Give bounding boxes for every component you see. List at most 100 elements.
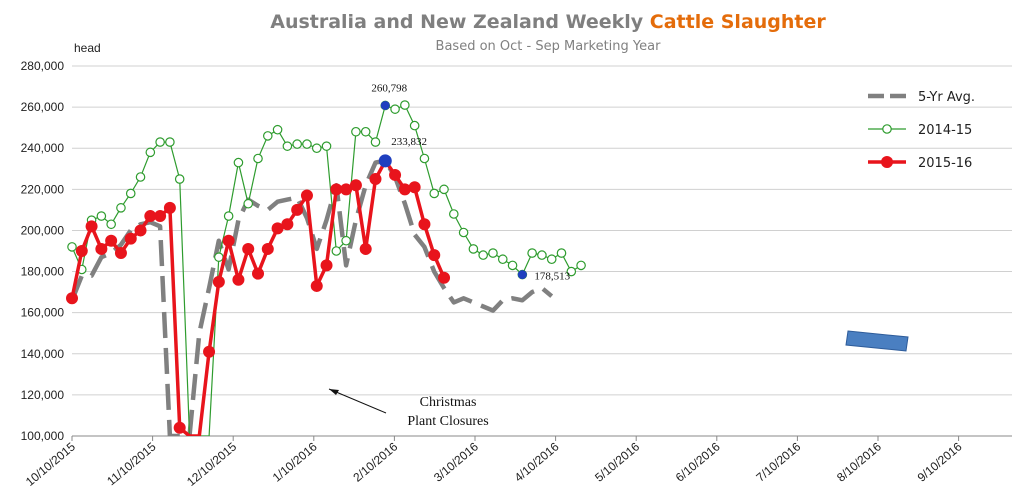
point-2014-15 (292, 139, 302, 149)
point-2015-16 (144, 210, 157, 223)
series-5-Yr Avg. (69, 158, 554, 436)
x-tick-label: 10/10/2015 (23, 439, 78, 489)
annotation: Christmas Plant Closures (328, 388, 489, 429)
annotation-arrowhead (329, 389, 339, 395)
point-2015-16 (173, 421, 186, 434)
chart-title-part2: Cattle Slaughter (650, 11, 827, 33)
point-2015-16 (75, 245, 88, 257)
x-tick-label: 4/10/2016 (512, 439, 562, 484)
point-2014-15 (155, 137, 165, 147)
point-2015-16 (418, 218, 431, 231)
y-tick-label: 220,000 (21, 182, 65, 196)
point-2015-16 (428, 249, 441, 262)
point-2014-15 (537, 250, 547, 260)
point-2015-16 (438, 271, 451, 284)
point-2014-15 (419, 153, 430, 164)
point-2014-15 (370, 137, 381, 147)
x-tick-label: 12/10/2015 (184, 439, 239, 489)
annotation-arrow (328, 388, 387, 414)
point-2014-15 (507, 260, 518, 271)
point-2015-16 (359, 242, 372, 255)
annotation-line2: Plant Closures (407, 414, 488, 429)
point-2015-16 (66, 292, 78, 305)
y-axis-ticks: 100,000 120,000 140,000 160,000 180,000 200,0… (21, 59, 65, 443)
point-2015-16 (124, 232, 137, 245)
point-2015-16 (203, 345, 216, 358)
point-2014-15 (497, 254, 508, 265)
point-2015-16 (310, 279, 323, 292)
point-2015-16 (105, 234, 118, 247)
y-tick-label: 100,000 (21, 429, 65, 443)
legend-label: 2014-15 (918, 123, 972, 138)
y-tick-label: 120,000 (21, 388, 65, 402)
point-2014-15 (311, 143, 322, 154)
x-tick-label: 11/10/2015 (104, 439, 159, 488)
point-2014-15 (527, 248, 537, 258)
highlight-box-shape (845, 330, 909, 352)
point-2015-16 (389, 168, 402, 181)
data-label: 178,513 (534, 271, 570, 283)
point-2014-15 (223, 211, 234, 221)
point-2014-15 (360, 126, 371, 137)
point-2014-15 (106, 219, 116, 230)
series-line-5yr-avg (69, 158, 554, 436)
point-2014-15 (468, 244, 479, 254)
point-2015-16 (114, 247, 127, 260)
series-2014-15 (67, 100, 586, 436)
x-tick-label: 7/10/2016 (753, 439, 803, 484)
x-tick-label: 1/10/2016 (270, 439, 320, 484)
x-axis-ticks: 10/10/2015 11/10/2015 12/10/2015 1/10/2016 2… (23, 436, 965, 489)
point-2014-15 (272, 124, 283, 135)
point-2015-16 (212, 275, 225, 288)
point-2015-16 (369, 173, 382, 186)
point-2015-16 (252, 267, 265, 280)
point-2015-16 (291, 203, 304, 216)
point-2015-16 (85, 220, 98, 233)
point-2014-15 (576, 260, 586, 271)
point-2015-16 (271, 222, 284, 235)
point-2015-16 (281, 218, 294, 231)
point-2014-15 (439, 184, 449, 195)
point-2014-15 (488, 248, 498, 258)
point-2015-16 (95, 242, 108, 255)
y-tick-label: 140,000 (21, 347, 65, 361)
point-2014-15 (321, 141, 332, 151)
point-2014-15 (262, 131, 273, 141)
point-2014-15 (331, 246, 342, 256)
highlight-point (380, 100, 390, 110)
plot-area (66, 100, 586, 436)
legend-item: 2014-15 (868, 123, 972, 138)
gridlines (72, 65, 1012, 437)
legend: 5-Yr Avg. 2014-15 2015-16 (868, 90, 975, 171)
point-2015-16 (261, 242, 274, 255)
point-2014-15 (145, 147, 156, 158)
y-tick-label: 160,000 (21, 306, 65, 320)
point-2014-15 (116, 203, 126, 213)
point-2014-15 (400, 100, 410, 110)
highlight-point (378, 154, 392, 168)
point-2015-16 (320, 259, 333, 272)
point-2015-16 (232, 273, 245, 286)
point-2014-15 (302, 139, 312, 149)
x-tick-label: 9/10/2016 (915, 439, 965, 484)
series-2015-16 (66, 154, 451, 436)
point-2014-15 (449, 209, 459, 219)
point-2014-15 (165, 137, 175, 147)
x-tick-label: 3/10/2016 (431, 439, 481, 484)
point-2014-15 (351, 126, 361, 137)
point-2014-15 (390, 104, 400, 114)
point-2014-15 (458, 227, 469, 238)
y-tick-label: 260,000 (21, 100, 65, 114)
legend-label: 5-Yr Avg. (918, 90, 975, 105)
annotation-line1: Christmas (420, 395, 477, 410)
point-2014-15 (566, 266, 577, 277)
legend-item: 2015-16 (868, 156, 972, 171)
point-2015-16 (340, 183, 353, 196)
point-2014-15 (546, 254, 557, 265)
point-2014-15 (478, 250, 488, 260)
x-tick-label: 5/10/2016 (592, 439, 642, 484)
data-labels: 260,798 233,832 178,513 (371, 82, 570, 282)
point-2015-16 (242, 242, 255, 255)
point-2015-16 (408, 181, 421, 194)
